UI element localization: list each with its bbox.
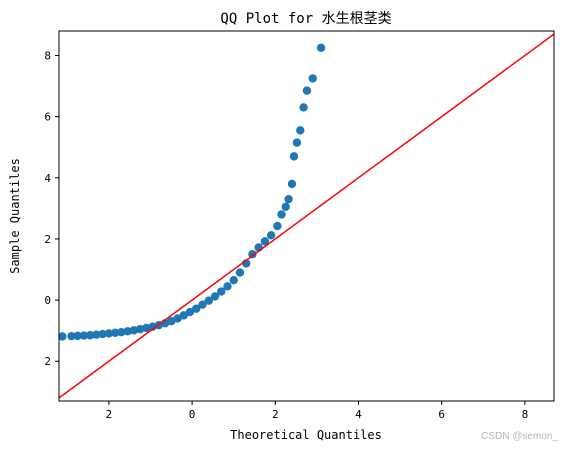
data-point [92, 330, 101, 339]
data-point [296, 126, 305, 135]
data-point [135, 324, 145, 334]
y-axis-label: Sample Quantiles [8, 158, 22, 274]
data-point [284, 194, 293, 204]
data-point [173, 314, 182, 323]
data-point [287, 179, 297, 189]
data-point [302, 86, 312, 95]
data-point [192, 304, 201, 313]
data-point [248, 250, 257, 259]
data-point [316, 43, 326, 53]
x-tick-label: 6 [438, 408, 445, 421]
data-point [277, 210, 286, 219]
data-point [210, 292, 220, 301]
x-tick-label: 2 [106, 408, 113, 421]
data-point [308, 74, 317, 83]
data-point [292, 138, 302, 147]
data-point [110, 328, 120, 338]
data-point [73, 331, 82, 341]
y-tick-label: 8 [44, 49, 51, 62]
data-point [223, 282, 232, 291]
data-point [281, 202, 290, 212]
chart-title: QQ Plot for 水生根茎类 [220, 11, 391, 27]
data-point [123, 327, 132, 336]
x-axis-ticks: 2 0 2 4 6 8 [106, 401, 529, 421]
y-tick-label: 2 [44, 233, 51, 246]
data-point [273, 221, 282, 231]
data-point [129, 326, 139, 335]
data-point [289, 152, 299, 161]
data-point [67, 331, 76, 341]
data-point [217, 287, 226, 296]
y-tick-label: 0 [44, 294, 51, 307]
y-tick-label: 2 [44, 355, 51, 368]
y-tick-label: 6 [44, 111, 51, 124]
x-tick-label: 0 [189, 408, 196, 421]
data-point [117, 327, 126, 337]
data-point [266, 231, 276, 240]
data-point [98, 329, 107, 339]
data-point [59, 332, 67, 341]
plot-frame [58, 30, 555, 402]
data-point [235, 268, 245, 277]
data-point [198, 300, 207, 309]
y-axis-ticks: 2 0 2 4 6 8 [44, 49, 59, 368]
data-point [179, 311, 188, 320]
data-point [104, 329, 114, 338]
data-point [85, 331, 95, 340]
y-tick-label: 4 [44, 172, 51, 185]
data-point [185, 307, 195, 317]
data-point [204, 296, 213, 305]
watermark: CSDN @semon_ [481, 431, 558, 442]
x-tick-label: 4 [355, 408, 362, 421]
x-tick-label: 8 [522, 408, 529, 421]
data-point [299, 103, 308, 112]
data-points [59, 43, 326, 341]
data-point [79, 331, 89, 340]
x-axis-label: Theoretical Quantiles [230, 428, 382, 442]
data-point [229, 276, 238, 285]
reference-line [59, 33, 554, 399]
data-point [142, 323, 151, 333]
data-point [260, 237, 270, 246]
x-tick-label: 2 [272, 408, 279, 421]
